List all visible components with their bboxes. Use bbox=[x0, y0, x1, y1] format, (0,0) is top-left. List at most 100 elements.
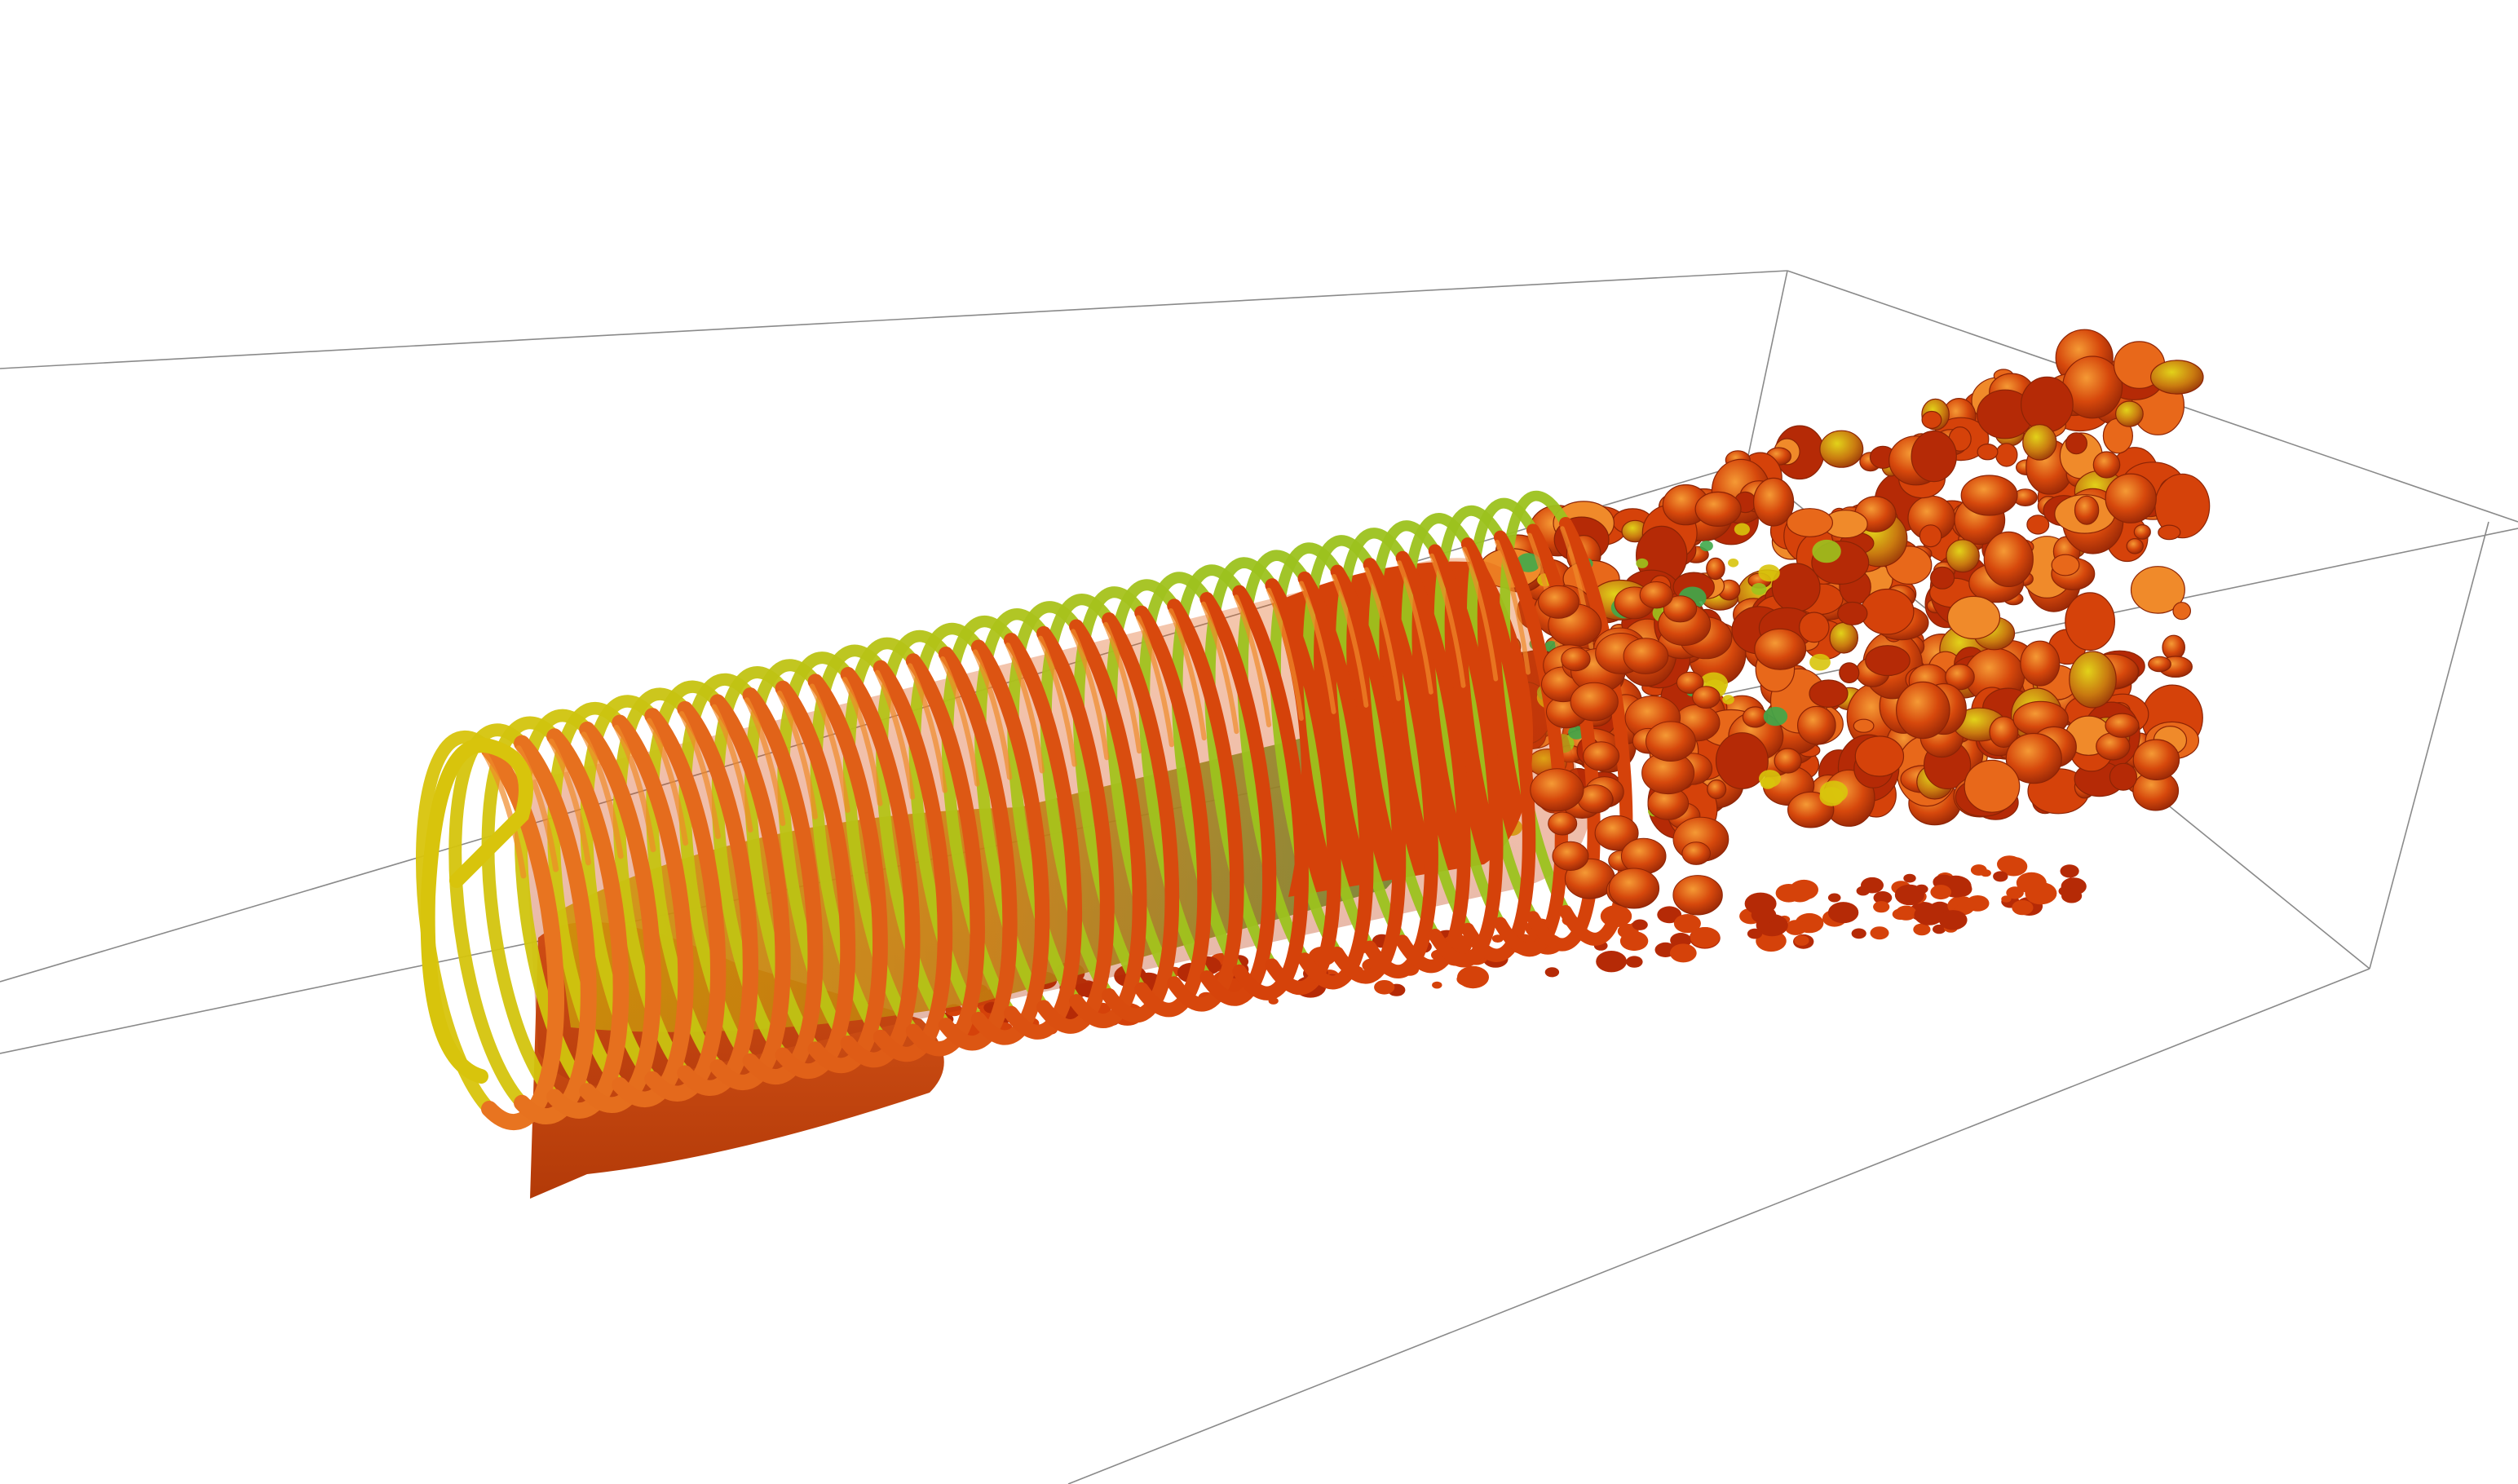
wake-blob bbox=[1837, 601, 1868, 625]
breakdown-highlight bbox=[1516, 553, 1541, 572]
box-edge-back-vertical bbox=[1746, 270, 1788, 464]
wake-debris bbox=[1756, 930, 1787, 952]
wake-blob bbox=[1715, 732, 1769, 789]
wake-debris bbox=[2061, 888, 2083, 903]
helix-ring-front bbox=[709, 694, 791, 1091]
wake-blob-front bbox=[1561, 647, 1591, 672]
wake-debris bbox=[1785, 920, 1807, 935]
helix-ring-highlight bbox=[744, 697, 786, 827]
helix-ring-highlight bbox=[939, 656, 980, 787]
helix-ring-front bbox=[905, 653, 985, 1057]
wake-blob bbox=[2005, 732, 2062, 784]
wake-blob-front bbox=[1608, 868, 1660, 909]
helix-ring-highlight bbox=[842, 677, 883, 806]
wake-blob bbox=[1946, 539, 1980, 573]
box-edge-right-vertical bbox=[2369, 521, 2489, 969]
helix-ring-front bbox=[644, 708, 727, 1102]
wake-blob bbox=[1854, 735, 1905, 777]
helix-ring-highlight bbox=[972, 649, 1013, 780]
helix-ring-highlight bbox=[483, 752, 527, 879]
wake-blob bbox=[2105, 473, 2157, 523]
wake-blob bbox=[1865, 645, 1911, 677]
wake-debris bbox=[1544, 967, 1560, 978]
helix-ring-front bbox=[1363, 558, 1438, 978]
helix-ring-front bbox=[1265, 578, 1341, 996]
wake-blob bbox=[2074, 495, 2100, 525]
wake-blob bbox=[2158, 524, 2181, 541]
wake-blob bbox=[2092, 451, 2121, 479]
wake-blob bbox=[1989, 716, 2019, 749]
wake-blob-front bbox=[1552, 841, 1589, 872]
helix-ring-back bbox=[1466, 497, 1539, 923]
wake-blob bbox=[1786, 508, 1833, 537]
wake-debris bbox=[1457, 965, 1489, 989]
helix-ring-highlight bbox=[548, 738, 591, 866]
wake-debris bbox=[1669, 943, 1697, 963]
wake-blob-front bbox=[1681, 841, 1711, 865]
helix-ring-back bbox=[1433, 505, 1506, 930]
helix-ring-highlight bbox=[1364, 567, 1402, 701]
wake-debris bbox=[2006, 886, 2024, 899]
wake-blob-front bbox=[1676, 671, 1704, 694]
helix-ring-highlight bbox=[678, 711, 721, 840]
helix-ring-front bbox=[807, 674, 888, 1074]
wake-blob bbox=[2020, 640, 2061, 687]
wake-blob bbox=[2069, 651, 2117, 709]
wake-blob-front bbox=[1583, 741, 1620, 771]
wake-blob bbox=[2065, 432, 2088, 455]
helix-ring-highlight bbox=[1005, 643, 1045, 774]
wake-debris bbox=[1873, 901, 1890, 913]
helix-ring-highlight bbox=[1429, 553, 1466, 688]
wake-blob bbox=[1995, 443, 2018, 467]
wake-blob-front bbox=[1570, 682, 1619, 722]
breakdown-highlight bbox=[1751, 583, 1767, 595]
wake-blob bbox=[1930, 566, 1955, 590]
helix-ring-back bbox=[1401, 513, 1473, 935]
wake-debris bbox=[1856, 886, 1870, 896]
wake-blob bbox=[2026, 515, 2050, 535]
box-edge-top-back bbox=[0, 270, 1788, 369]
wake-debris bbox=[1374, 980, 1395, 995]
wake-blob bbox=[1829, 621, 1859, 654]
helix-ring-highlight bbox=[1168, 608, 1207, 741]
wake-blob bbox=[1960, 475, 2018, 516]
wake-debris bbox=[1794, 935, 1809, 946]
wake-debris bbox=[1432, 981, 1442, 989]
wake-blob-front bbox=[1530, 768, 1584, 812]
breakdown-highlight bbox=[1763, 706, 1788, 727]
wake-blob bbox=[1694, 491, 1742, 528]
wake-debris bbox=[1596, 951, 1627, 973]
helix-ring-highlight bbox=[1135, 615, 1174, 748]
wake-blob bbox=[2051, 554, 2080, 576]
wake-debris bbox=[1827, 893, 1841, 903]
wake-blob bbox=[1919, 524, 1942, 548]
wake-debris bbox=[1619, 931, 1649, 952]
helix-ring-front bbox=[840, 666, 921, 1068]
breakdown-highlight bbox=[1819, 787, 1844, 806]
wake-debris bbox=[1690, 927, 1720, 948]
helix-ring-highlight bbox=[776, 690, 818, 819]
breakdown-highlight bbox=[1636, 558, 1649, 568]
wake-blob bbox=[1774, 748, 1802, 774]
wake-debris bbox=[1491, 934, 1504, 943]
wake-blob bbox=[1706, 557, 1725, 581]
helix-ring-highlight bbox=[1397, 560, 1433, 695]
wake-blob bbox=[1819, 430, 1864, 468]
breakdown-highlight bbox=[1759, 770, 1781, 788]
helix-ring-front bbox=[612, 714, 694, 1108]
breakdown-highlight bbox=[1699, 541, 1713, 551]
helix-ring-front bbox=[1134, 605, 1212, 1018]
helix-ring-front bbox=[1167, 598, 1244, 1012]
wake-blob bbox=[1853, 718, 1875, 733]
wake-blob-front bbox=[1623, 638, 1669, 674]
helix-ring-highlight bbox=[1234, 594, 1272, 727]
wake-blob-front bbox=[1639, 581, 1674, 609]
breakdown-highlight bbox=[1734, 523, 1750, 536]
helix-ring-highlight bbox=[1299, 581, 1336, 714]
wake-debris bbox=[1930, 885, 1951, 900]
helix-filament bbox=[415, 490, 1633, 1131]
wake-debris bbox=[1914, 904, 1944, 925]
wake-blob bbox=[1977, 444, 1999, 461]
wake-blob bbox=[1964, 759, 2021, 813]
